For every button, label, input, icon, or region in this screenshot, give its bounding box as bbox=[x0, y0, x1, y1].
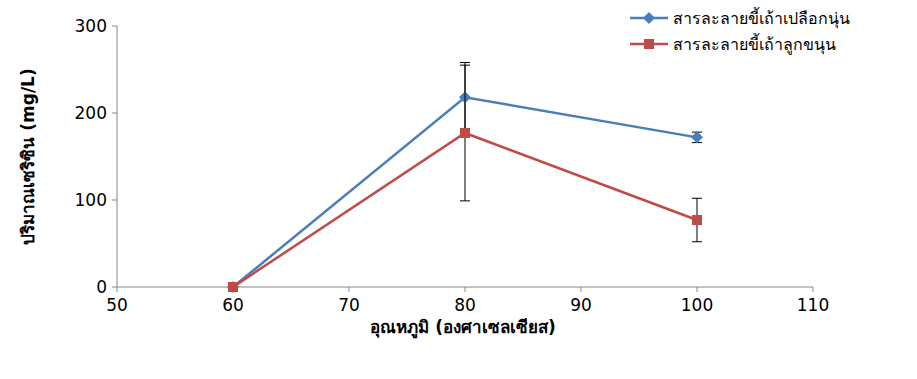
x-tick-label: 100 bbox=[681, 295, 713, 315]
y-tick bbox=[112, 113, 117, 114]
x-tick bbox=[581, 287, 582, 292]
legend-marker bbox=[644, 39, 654, 49]
plot-area bbox=[227, 63, 703, 293]
marker bbox=[691, 131, 703, 143]
error-cap bbox=[460, 200, 470, 201]
y-axis-label: ปริมาณเซริซิน (mg/L) bbox=[18, 68, 38, 244]
x-tick-label: 60 bbox=[222, 295, 244, 315]
error-cap bbox=[692, 241, 702, 242]
x-tick bbox=[349, 287, 350, 292]
error-cap bbox=[460, 62, 470, 63]
legend: สารละลายขี้เถ้าเปลือกนุ่นสารละลายขี้เถ้า… bbox=[630, 7, 850, 55]
error-cap bbox=[460, 65, 470, 66]
y-tick bbox=[112, 26, 117, 27]
legend-marker bbox=[643, 12, 655, 24]
y-tick-label: 200 bbox=[75, 103, 107, 123]
marker bbox=[228, 282, 238, 292]
legend-label: สารละลายขี้เถ้าลูกขนุน bbox=[673, 33, 836, 55]
error-bar bbox=[692, 198, 702, 242]
x-tick bbox=[117, 287, 118, 292]
x-tick-label: 90 bbox=[570, 295, 592, 315]
marker bbox=[227, 281, 239, 293]
y-tick-label: 0 bbox=[96, 277, 107, 297]
y-tick-label: 300 bbox=[75, 16, 107, 36]
marker bbox=[692, 215, 702, 225]
marker bbox=[460, 128, 470, 138]
x-tick-label: 70 bbox=[338, 295, 360, 315]
error-cap bbox=[692, 198, 702, 199]
chart: 0 100 200 300 50 60 70 80 90 100 110 อุณหภูมิ (องศา… bbox=[0, 0, 917, 379]
error-bar bbox=[460, 65, 470, 201]
y-axis bbox=[117, 26, 118, 287]
y-tick bbox=[112, 200, 117, 201]
x-tick bbox=[813, 287, 814, 292]
x-tick-label: 80 bbox=[454, 295, 476, 315]
x-tick bbox=[697, 287, 698, 292]
y-tick bbox=[112, 287, 117, 288]
error-bar bbox=[692, 132, 702, 142]
x-tick-label: 50 bbox=[106, 295, 128, 315]
x-tick-label: 110 bbox=[797, 295, 829, 315]
legend-label: สารละลายขี้เถ้าเปลือกนุ่น bbox=[673, 7, 850, 29]
x-tick bbox=[465, 287, 466, 292]
y-tick-label: 100 bbox=[75, 190, 107, 210]
x-axis-label: อุณหภูมิ (องศาเซลเซียส) bbox=[370, 317, 555, 339]
